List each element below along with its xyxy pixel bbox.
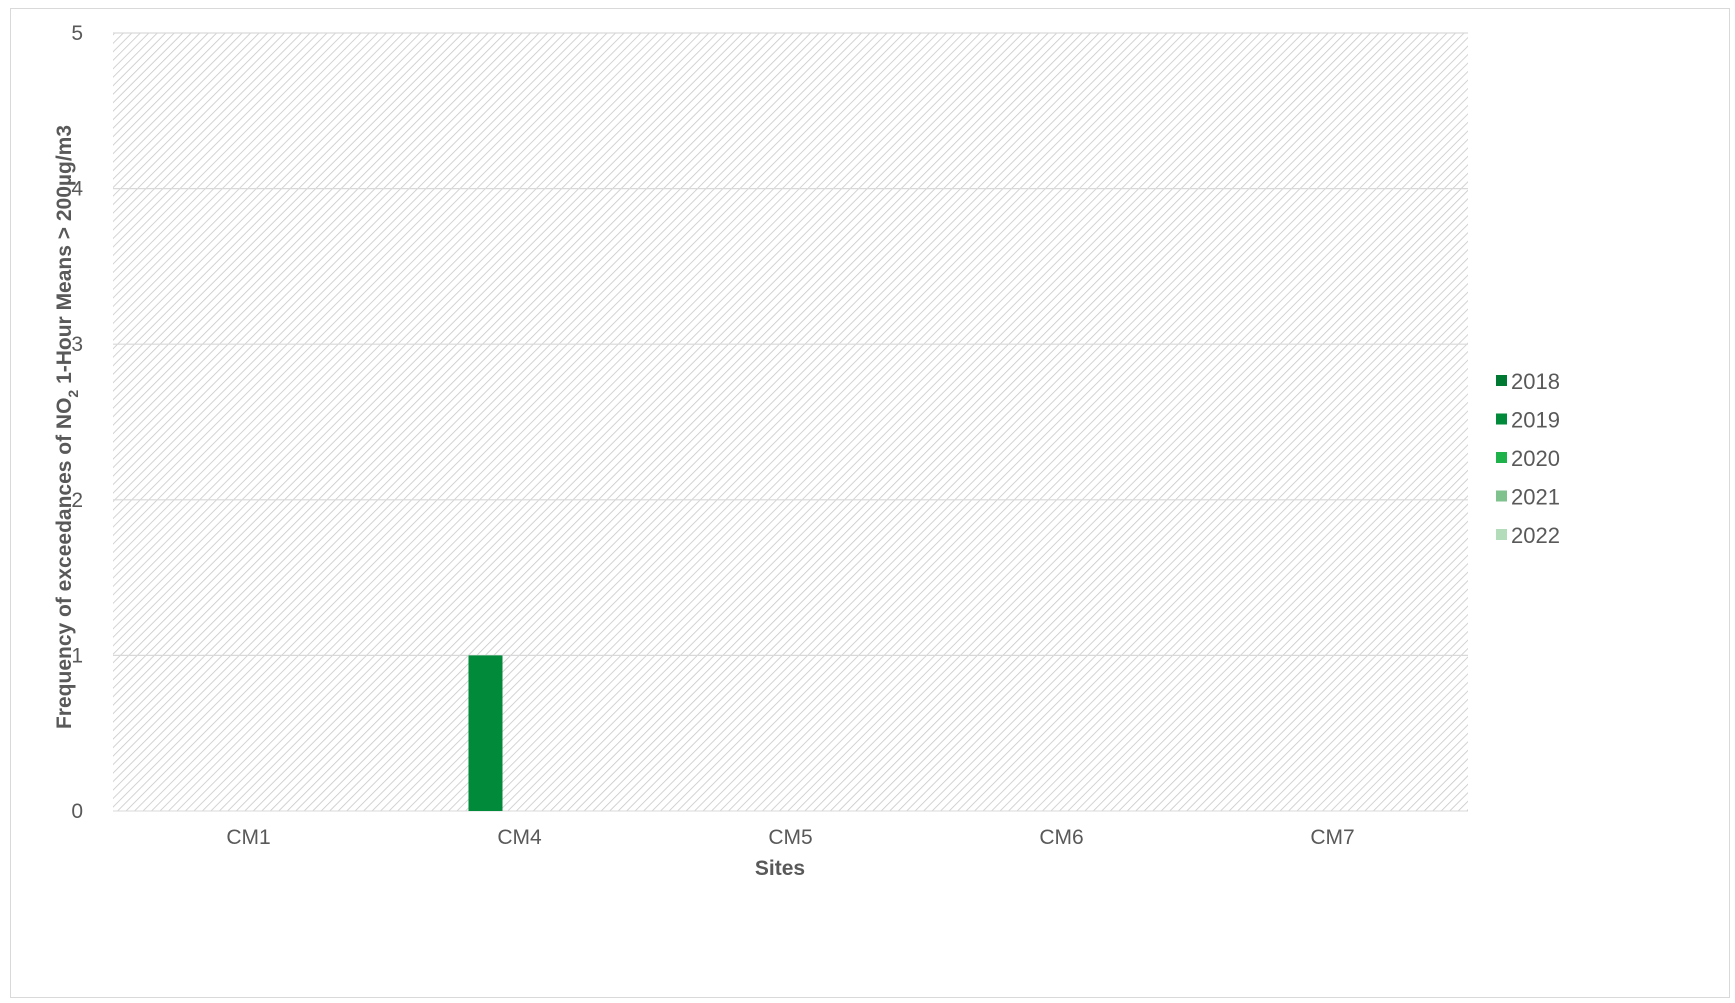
- y-tick-label: 2: [71, 489, 83, 512]
- legend-swatch-2022: [1496, 529, 1507, 540]
- y-axis-title-subscript: 2: [65, 390, 81, 398]
- y-axis-tick-labels: 0 1 2 3 4 5: [71, 22, 83, 823]
- x-tick-label: CM1: [226, 826, 270, 849]
- y-tick-label: 0: [71, 800, 83, 823]
- x-tick-label: CM7: [1310, 826, 1354, 849]
- x-tick-label: CM4: [497, 826, 542, 849]
- legend-label: 2019: [1511, 408, 1560, 433]
- legend-swatch-2019: [1496, 413, 1507, 425]
- y-tick-label: 5: [71, 22, 83, 45]
- y-axis-title: Frequency of exceedances of NO2 1-Hour M…: [53, 125, 81, 729]
- chart-frame: 0 1 2 3 4 5 CM1 CM4 CM5 CM6 CM7 Sites Frequency o…: [10, 8, 1730, 998]
- x-tick-label: CM6: [1039, 826, 1083, 849]
- y-axis-title-suffix: 1-Hour Means > 200µg/m3: [53, 125, 76, 390]
- legend-swatch-2021: [1496, 490, 1507, 502]
- legend-swatch-2020: [1496, 452, 1507, 463]
- bar-chart: 0 1 2 3 4 5 CM1 CM4 CM5 CM6 CM7 Sites Frequency o…: [53, 22, 1560, 880]
- legend-label: 2022: [1511, 523, 1560, 548]
- y-tick-label: 3: [71, 333, 83, 356]
- legend-label: 2018: [1511, 369, 1560, 394]
- plot-area-background: [113, 33, 1468, 811]
- legend-swatch-2018: [1496, 375, 1507, 386]
- x-axis-tick-labels: CM1 CM4 CM5 CM6 CM7: [226, 826, 1354, 849]
- legend-label: 2020: [1511, 446, 1560, 471]
- legend: 2018 2019 2020 2021 2022: [1496, 369, 1560, 548]
- y-tick-label: 1: [71, 644, 83, 667]
- x-axis-title: Sites: [755, 857, 805, 880]
- x-tick-label: CM5: [768, 826, 812, 849]
- legend-label: 2021: [1511, 485, 1560, 510]
- y-axis-title-prefix: Frequency of exceedances of NO: [53, 398, 76, 729]
- gridlines: [113, 32, 1468, 657]
- bars: [468, 655, 503, 811]
- bar-2019-CM4: [468, 655, 503, 811]
- y-tick-label: 4: [71, 178, 83, 201]
